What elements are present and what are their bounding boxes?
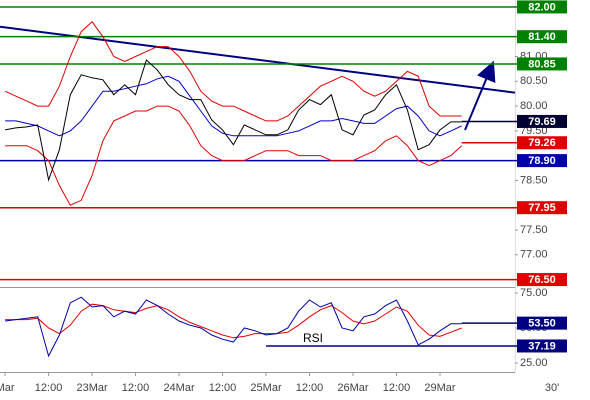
y-tick-label: 78.50 [520, 174, 548, 186]
level-label-box [517, 136, 567, 150]
annotation: RSI [303, 331, 323, 345]
level-label: 79.69 [528, 116, 556, 128]
series-line [5, 303, 462, 339]
level-label-box [517, 30, 567, 44]
level-label-box [517, 316, 567, 330]
forecast-arrow [464, 60, 496, 131]
x-tick-label: 12:00 [122, 382, 150, 394]
level-label-box [517, 0, 567, 14]
level-label: 78.90 [528, 155, 556, 167]
level-label: 81.40 [528, 31, 556, 43]
x-tick-label: 12:00 [35, 382, 63, 394]
x-tick-label: 26Mar [337, 382, 369, 394]
x-tick-label: 12:00 [383, 382, 411, 394]
series-line [5, 296, 462, 358]
series-line [5, 59, 462, 182]
level-label: 82.00 [528, 1, 556, 13]
x-tick-label: 25Mar [250, 382, 282, 394]
y-tick-label: 25.00 [520, 357, 548, 369]
x-tick-label: 23Mar [76, 382, 108, 394]
x-tick-label: 12:00 [209, 382, 237, 394]
level-label-box [517, 273, 567, 287]
y-tick-label: 77.50 [520, 224, 548, 236]
level-label-box [517, 154, 567, 168]
y-tick-label: 80.00 [520, 100, 548, 112]
level-label: 37.19 [528, 340, 556, 352]
level-label-box [517, 201, 567, 215]
level-label: 80.85 [528, 58, 556, 70]
series-line [5, 105, 463, 206]
level-label-box [517, 57, 567, 71]
y-tick-label: 80.50 [520, 75, 548, 87]
level-label: 53.50 [528, 318, 556, 330]
level-label-box [517, 114, 567, 128]
level-label: 77.95 [528, 202, 556, 214]
x-tick-label: 29Mar [424, 382, 456, 394]
series-line [5, 75, 462, 137]
level-label: 76.50 [528, 274, 556, 286]
level-label-box [517, 339, 567, 353]
x-tick-label: 24Mar [163, 382, 195, 394]
x-tick-label: Mar [0, 382, 15, 394]
level-label: 79.26 [528, 137, 556, 149]
trend-line [0, 25, 516, 94]
timeframe-label: 30' [545, 382, 559, 394]
y-tick-label: 77.00 [520, 249, 548, 261]
y-tick-label: 75.00 [520, 287, 548, 299]
x-tick-label: 12:00 [296, 382, 324, 394]
series-line [4, 21, 462, 122]
